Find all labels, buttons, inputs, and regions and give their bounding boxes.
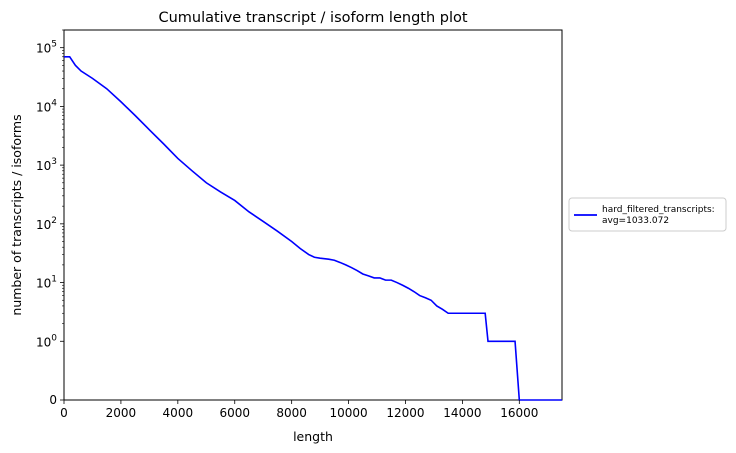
x-tick-label: 2000 xyxy=(106,406,137,420)
plot-area xyxy=(63,29,563,401)
y-axis: 0 100 101 102 103 104 105 xyxy=(36,29,64,407)
x-tick-label: 10000 xyxy=(329,406,367,420)
y-tick-label: 103 xyxy=(36,157,57,173)
series-layer xyxy=(64,55,562,401)
x-axis: 0 2000 4000 6000 8000 10000 12000 14000 16000 xyxy=(60,400,538,420)
legend-box xyxy=(568,197,727,232)
x-tick-label: 6000 xyxy=(219,406,250,420)
x-tick-label: 4000 xyxy=(163,406,194,420)
x-tick-label: 8000 xyxy=(276,406,307,420)
y-tick-label: 105 xyxy=(36,40,57,56)
legend-label-line1: hard_filtered_transcripts: xyxy=(602,205,715,215)
y-tick-label: 101 xyxy=(36,275,57,291)
x-tick-label: 14000 xyxy=(443,406,481,420)
x-tick-label: 0 xyxy=(60,406,68,420)
x-axis-label: length xyxy=(293,429,333,444)
chart-title: Cumulative transcript / isoform length p… xyxy=(158,10,467,26)
y-tick-label: 102 xyxy=(36,216,57,232)
y-tick-label: 0 xyxy=(49,393,57,407)
x-tick-label: 12000 xyxy=(386,406,424,420)
legend: hard_filtered_transcripts: avg=1033.072 xyxy=(568,197,727,232)
y-axis-label: number of transcripts / isoforms xyxy=(9,114,24,315)
y-tick-label: 100 xyxy=(36,333,57,349)
y-tick-label: 104 xyxy=(36,98,57,114)
x-tick-label: 16000 xyxy=(500,406,538,420)
series-line-0 xyxy=(64,55,562,401)
legend-label-line2: avg=1033.072 xyxy=(602,216,669,226)
